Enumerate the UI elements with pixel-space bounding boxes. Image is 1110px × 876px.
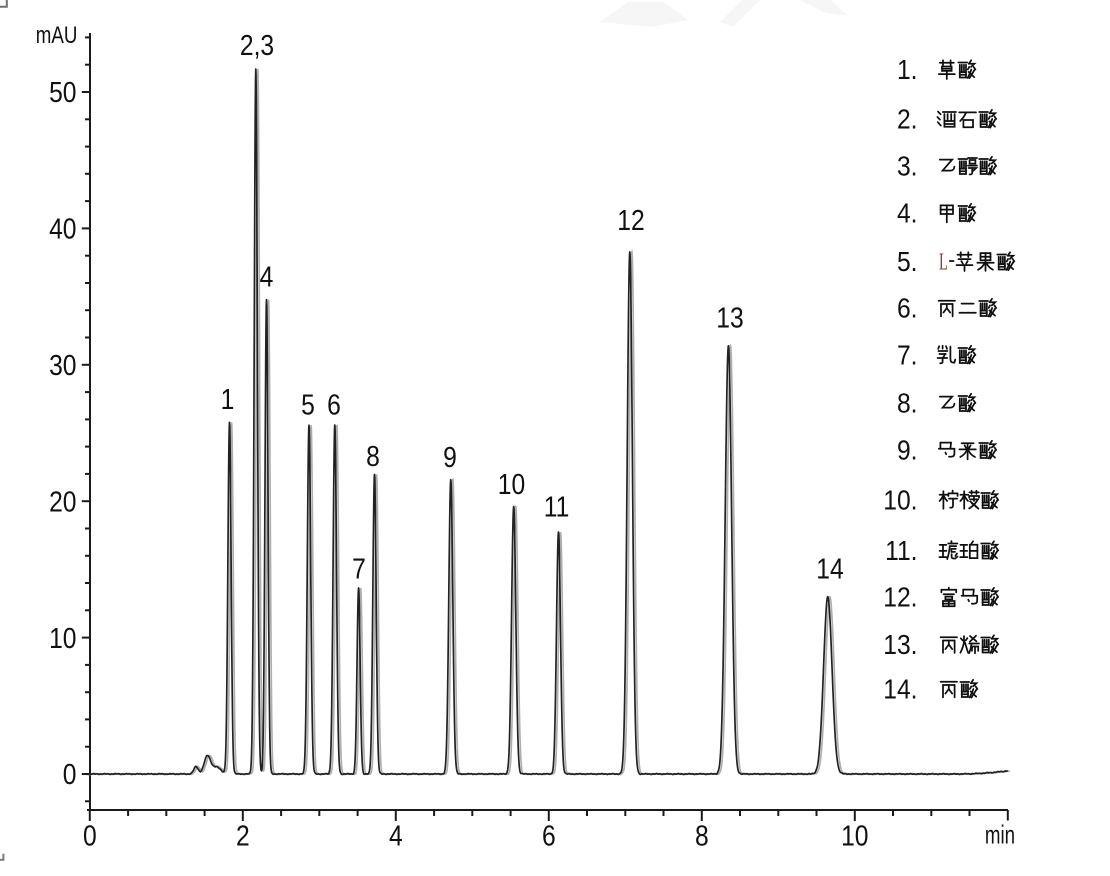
svg-text:7.: 7. — [897, 339, 918, 371]
svg-text:3.: 3. — [897, 150, 918, 182]
svg-text:7: 7 — [352, 553, 366, 585]
svg-text:10.: 10. — [883, 484, 917, 516]
svg-text:12.: 12. — [883, 581, 917, 613]
svg-text:12: 12 — [617, 204, 644, 236]
svg-text:8: 8 — [695, 819, 709, 851]
svg-text:9: 9 — [443, 441, 457, 473]
svg-text:2: 2 — [236, 819, 250, 851]
svg-text:1: 1 — [221, 383, 235, 415]
svg-text:2,3: 2,3 — [240, 29, 274, 61]
svg-text:13.: 13. — [883, 629, 917, 661]
svg-text:4: 4 — [389, 819, 403, 851]
svg-text:6.: 6. — [897, 292, 918, 324]
svg-text:20: 20 — [49, 486, 76, 518]
svg-text:10: 10 — [841, 819, 868, 851]
svg-text:8.: 8. — [897, 387, 918, 419]
svg-text:5: 5 — [301, 389, 315, 421]
svg-text:2.: 2. — [897, 103, 918, 135]
svg-text:5.: 5. — [897, 246, 918, 278]
svg-text:mAU: mAU — [36, 22, 78, 49]
svg-text:6: 6 — [327, 389, 341, 421]
svg-text:min: min — [985, 819, 1015, 849]
svg-text:40: 40 — [49, 213, 76, 245]
svg-text:0: 0 — [83, 819, 97, 851]
svg-text:L: L — [939, 249, 948, 276]
svg-text:11: 11 — [544, 491, 570, 523]
svg-text:0: 0 — [63, 758, 77, 790]
svg-text:4.: 4. — [897, 197, 918, 229]
svg-text:14.: 14. — [883, 673, 917, 705]
svg-text:8: 8 — [366, 440, 380, 472]
svg-text:30: 30 — [49, 349, 76, 381]
svg-text:13: 13 — [716, 302, 743, 334]
svg-text:10: 10 — [498, 468, 525, 500]
svg-text:10: 10 — [49, 622, 76, 654]
svg-text:9.: 9. — [897, 434, 918, 466]
svg-text:1.: 1. — [897, 54, 918, 86]
svg-text:11.: 11. — [885, 535, 917, 567]
svg-text:4: 4 — [260, 261, 274, 293]
svg-text:14: 14 — [816, 553, 843, 585]
svg-text:50: 50 — [49, 76, 76, 108]
svg-text:6: 6 — [542, 819, 556, 851]
